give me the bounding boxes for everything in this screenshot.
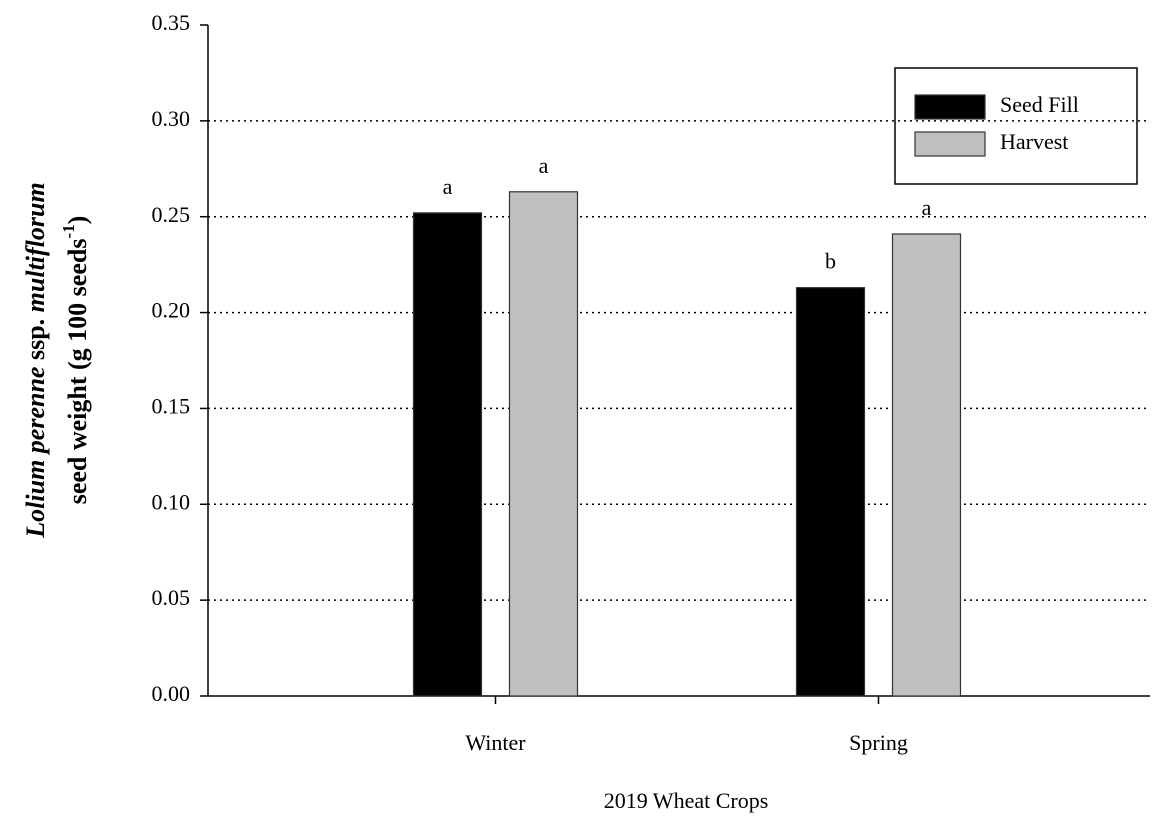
y-tick-label: 0.15 [152,393,191,418]
y-axis-title-part: multiflorum [21,182,50,312]
significance-letter: b [825,249,836,274]
x-axis-title: 2019 Wheat Crops [604,788,769,813]
significance-letter: a [922,195,932,220]
legend-swatch [914,131,986,157]
bar [508,191,579,697]
bar [412,212,483,697]
y-tick-label: 0.05 [152,585,191,610]
legend-swatch [914,94,986,120]
x-tick-label: Winter [465,730,526,755]
significance-letter: a [443,174,453,199]
y-tick-label: 0.30 [152,106,191,131]
y-axis-title-line: seed weight (g 100 seeds-1) [59,216,92,505]
legend-box [894,67,1138,185]
x-tick-label: Spring [849,730,908,755]
bar [795,287,866,697]
y-axis-title-line: Lolium perenne ssp. multiflorum [21,182,50,538]
legend-label: Harvest [1000,129,1068,154]
y-axis-title-part: ssp. [21,312,50,366]
y-axis-title-part: Lolium perenne [21,367,50,539]
y-tick-label: 0.20 [152,298,191,323]
y-axis-title-part: seed weight (g 100 seeds [63,239,92,505]
bar [891,233,962,697]
significance-letter: a [539,153,549,178]
y-tick-label: 0.25 [152,202,191,227]
y-axis-title-part: -1 [59,224,78,238]
y-tick-label: 0.00 [152,681,191,706]
y-tick-label: 0.10 [152,489,191,514]
y-tick-label: 0.35 [152,10,191,35]
legend-label: Seed Fill [1000,92,1079,117]
y-axis-title-part: ) [63,216,92,225]
